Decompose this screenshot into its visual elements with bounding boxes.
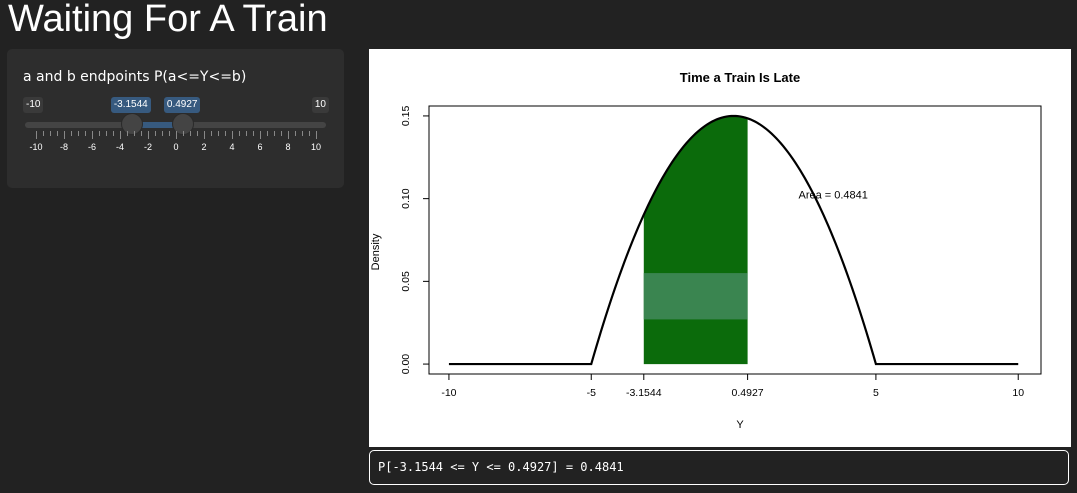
slider-minor-tick (309, 131, 310, 136)
slider-major-tick (176, 131, 177, 139)
slider-ticks: -10 -8 -6 -4 -2 0 2 4 6 8 10 (23, 131, 329, 161)
area-band (643, 273, 748, 320)
slider-label: a and b endpoints P(a<=Y<=b) (23, 69, 247, 85)
slider-minor-tick (302, 131, 303, 136)
slider-minor-tick (50, 131, 51, 136)
slider-minor-tick (155, 131, 156, 136)
slider-tick-label: 4 (229, 142, 235, 152)
slider-minor-tick (71, 131, 72, 136)
slider-tick-label: 0 (173, 142, 179, 152)
slider-minor-tick (267, 131, 268, 136)
slider-major-tick (232, 131, 233, 139)
slider-minor-tick (141, 131, 142, 136)
slider-minor-tick (43, 131, 44, 136)
slider-minor-tick (127, 131, 128, 136)
slider-minor-tick (99, 131, 100, 136)
slider-tick-label: 8 (285, 142, 291, 152)
slider-minor-tick (274, 131, 275, 136)
slider-major-tick (36, 131, 37, 139)
slider-tick-label: -4 (115, 142, 125, 152)
slider-minor-tick (78, 131, 79, 136)
slider-minor-tick (253, 131, 254, 136)
x-tick-label: -10 (441, 387, 456, 399)
y-axis-label: Density (370, 233, 382, 270)
slider-major-tick (288, 131, 289, 139)
slider-a-value-badge: -3.1544 (110, 97, 151, 113)
y-tick-label: 0.05 (400, 271, 412, 292)
density-curve (448, 114, 1019, 366)
slider-minor-tick (225, 131, 226, 136)
plot-panel: Time a Train Is Late -10 -5 5 10 -3.1544 0.492… (369, 49, 1071, 447)
slider-minor-tick (295, 131, 296, 136)
app-title: Waiting For A Train (8, 0, 328, 40)
slider-tick-label: -8 (59, 142, 69, 152)
slider-minor-tick (113, 131, 114, 136)
slider-handle-b[interactable] (171, 113, 194, 135)
slider-minor-tick (239, 131, 240, 136)
slider-minor-tick (169, 131, 170, 136)
slider-minor-tick (218, 131, 219, 136)
range-slider[interactable]: -10 10 -3.1544 0.4927 -10 -8 -6 -4 -2 0 2 4 6 8 10 (23, 97, 329, 167)
slider-major-tick (120, 131, 121, 139)
slider-minor-tick (281, 131, 282, 136)
slider-minor-tick (246, 131, 247, 136)
slider-b-value-badge: 0.4927 (163, 97, 201, 113)
x-tick-label: -5 (587, 387, 596, 399)
x-axis-label: Y (736, 419, 744, 431)
slider-minor-tick (57, 131, 58, 136)
x-tick-label: -3.1544 (626, 387, 662, 399)
slider-major-tick (204, 131, 205, 139)
slider-major-tick (260, 131, 261, 139)
slider-major-tick (64, 131, 65, 139)
x-tick-label: 10 (1012, 387, 1024, 399)
chart-title: Time a Train Is Late (680, 70, 800, 85)
slider-handle-a[interactable] (120, 113, 143, 135)
slider-tick-label: 2 (201, 142, 207, 152)
slider-minor-tick (85, 131, 86, 136)
slider-minor-tick (211, 131, 212, 136)
slider-minor-tick (106, 131, 107, 136)
sidebar-panel: a and b endpoints P(a<=Y<=b) -10 10 -3.1… (7, 49, 344, 188)
x-tick-label: 5 (873, 387, 879, 399)
slider-tick-label: -6 (87, 142, 97, 152)
slider-tick-label: 6 (257, 142, 263, 152)
y-tick-label: 0.00 (400, 354, 412, 375)
slider-min-badge: -10 (23, 97, 44, 113)
slider-minor-tick (197, 131, 198, 136)
slider-minor-tick (190, 131, 191, 136)
slider-max-badge: 10 (311, 97, 329, 113)
slider-selected-range (131, 122, 183, 128)
area-annotation: Area = 0.4841 (798, 190, 867, 202)
density-chart: Time a Train Is Late -10 -5 5 10 -3.1544 0.492… (370, 70, 1042, 431)
slider-tick-label: -2 (143, 142, 153, 152)
probability-output: P[-3.1544 <= Y <= 0.4927] = 0.4841 (369, 450, 1069, 485)
slider-major-tick (148, 131, 149, 139)
slider-major-tick (92, 131, 93, 139)
y-tick-label: 0.15 (400, 106, 412, 127)
slider-minor-tick (134, 131, 135, 136)
x-tick-label: 0.4927 (732, 387, 764, 399)
slider-major-tick (316, 131, 317, 139)
slider-tick-label: -10 (29, 142, 43, 152)
slider-minor-tick (162, 131, 163, 136)
slider-minor-tick (183, 131, 184, 136)
probability-area (643, 115, 748, 365)
y-tick-label: 0.10 (400, 188, 412, 209)
slider-tick-label: 10 (310, 142, 322, 152)
